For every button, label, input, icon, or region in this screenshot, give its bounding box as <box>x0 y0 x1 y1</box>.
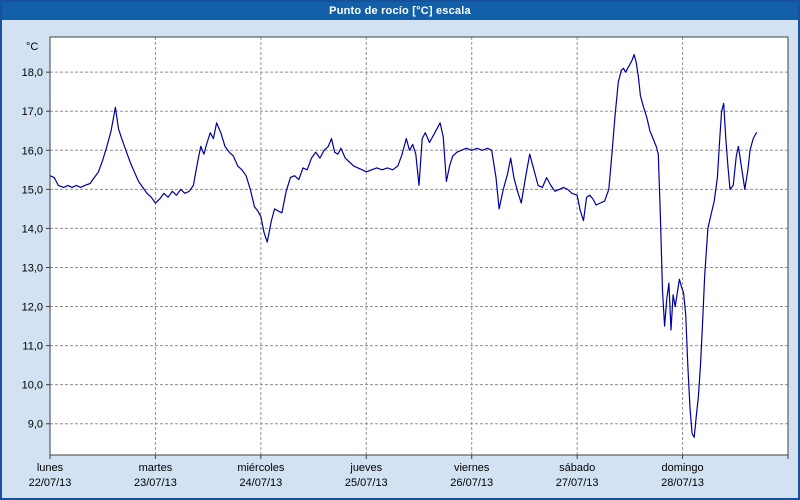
y-tick-label: 12,0 <box>22 302 43 314</box>
y-tick-label: 9,0 <box>28 419 43 431</box>
x-date-label: 26/07/13 <box>450 477 493 489</box>
x-date-label: 23/07/13 <box>134 477 177 489</box>
plot-border <box>49 36 789 456</box>
x-date-label: 22/07/13 <box>29 477 72 489</box>
chart-title: Punto de rocío [°C] escala <box>329 5 471 17</box>
y-tick-label: 15,0 <box>22 184 43 196</box>
y-tick-label: 10,0 <box>22 380 43 392</box>
x-day-label: sábado <box>559 462 595 474</box>
x-day-label: viernes <box>454 462 490 474</box>
x-date-label: 28/07/13 <box>661 477 704 489</box>
x-date-label: 24/07/13 <box>239 477 282 489</box>
x-day-label: martes <box>139 462 173 474</box>
y-tick-label: 16,0 <box>22 145 43 157</box>
title-bar: Punto de rocío [°C] escala <box>2 2 798 20</box>
y-tick-label: 13,0 <box>22 262 43 274</box>
y-unit-label: °C <box>26 41 38 53</box>
x-day-label: miércoles <box>237 462 285 474</box>
dew-point-series <box>49 53 758 438</box>
x-date-label: 27/07/13 <box>556 477 599 489</box>
x-date-label: 25/07/13 <box>345 477 388 489</box>
x-day-label: domingo <box>661 462 703 474</box>
plot-area <box>50 37 788 455</box>
y-tick-label: 17,0 <box>22 106 43 118</box>
x-day-label: jueves <box>349 462 382 474</box>
y-tick-label: 11,0 <box>22 341 43 353</box>
x-day-label: lunes <box>37 462 64 474</box>
y-tick-label: 18,0 <box>22 67 43 79</box>
y-tick-label: 14,0 <box>22 223 43 235</box>
dew-point-line-chart: 18,0 17,0 16,0 15,0 14,0 13,0 12,0 11,0 10,0 9,0 l… <box>22 36 789 489</box>
